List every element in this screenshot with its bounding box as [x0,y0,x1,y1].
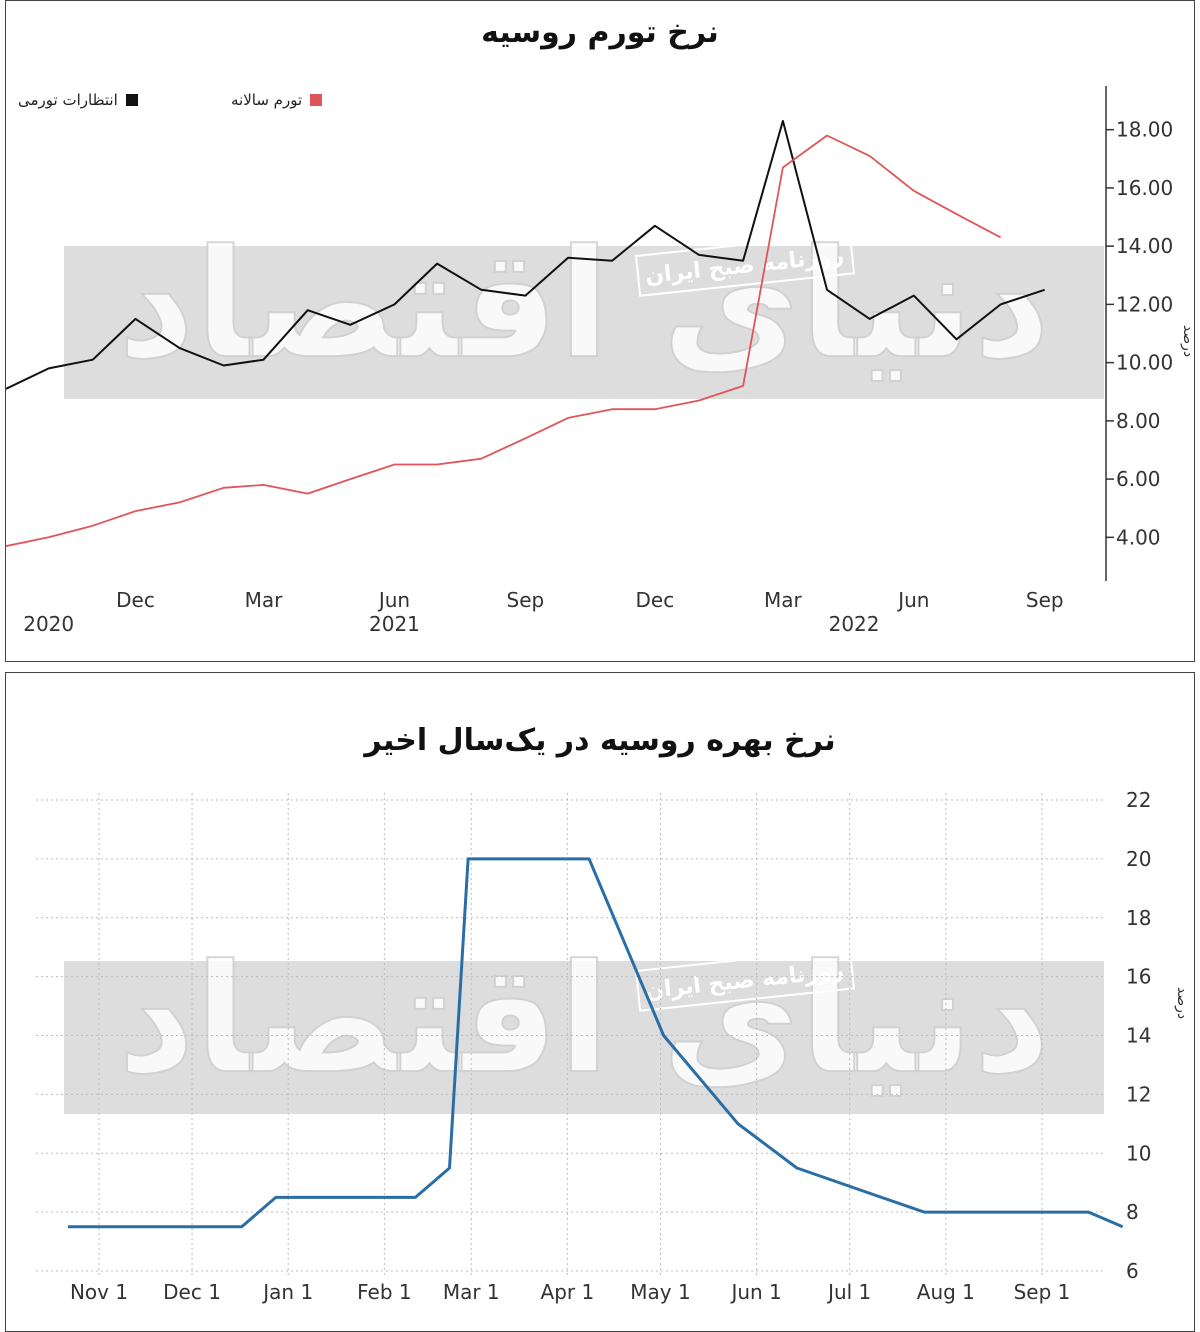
y-tick-label: 8.00 [1116,409,1161,433]
series-line-interest-rate [68,857,1124,1229]
x-tick-label: Sep 1 [1014,1280,1071,1304]
legend-label-annual-inflation: تورم سالانه [231,91,303,109]
y-tick-label: 4.00 [1116,525,1161,549]
y-tick-label: 14.00 [1116,234,1173,258]
y-tick-label: 10.00 [1116,351,1173,375]
y-tick-label: 22 [1126,788,1151,812]
interest-rate-chart-title: نرخ بهره روسیه در یک‌سال اخیر [364,723,836,758]
inflation-chart-title: نرخ تورم روسیه [481,15,719,50]
x-tick-label: Aug 1 [917,1280,975,1304]
x-tick-label: Sep [1026,588,1064,612]
x-tick-label: Apr 1 [541,1280,595,1304]
y-tick-label: 12 [1126,1082,1151,1106]
legend-item-expectations: انتظارات تورمی [18,91,138,109]
watermark-tagline-box [634,947,856,1012]
legend-swatch-annual-inflation [310,94,323,106]
x-year-label: 2020 [23,612,74,636]
inflation-chart-panel: دنیای اقتصاد روزنامه صبح ایران 4.00 6.00 8.0… [5,0,1195,662]
series-line-annual-inflation [6,134,1002,547]
watermark-brand: دنیای اقتصاد [118,933,1051,1107]
y-tick-label: 6.00 [1116,467,1161,491]
y-axis-title: درصد [1180,325,1195,357]
y-tick-label: 14 [1126,1024,1151,1048]
y-tick-label: 10 [1126,1141,1151,1165]
y-tick-label: 20 [1126,847,1151,871]
x-tick-label: Jun [377,588,410,612]
watermark-brand: دنیای اقتصاد [118,218,1051,392]
x-tick-label: Dec [116,588,155,612]
x-tick-label: Feb 1 [357,1280,412,1304]
y-tick-label: 16 [1126,965,1151,989]
y-tick-label: 12.00 [1116,292,1173,316]
y-tick-label: 18 [1126,906,1151,930]
x-tick-label: Sep [507,588,545,612]
y-tick-label: 6 [1126,1259,1139,1283]
x-year-label: 2022 [829,612,880,636]
x-year-label: 2021 [369,612,420,636]
x-tick-label: Jun 1 [729,1280,781,1304]
x-tick-label: Dec 1 [163,1280,221,1304]
x-tick-label: May 1 [630,1280,690,1304]
x-tick-label: Mar [764,588,803,612]
interest-rate-chart-panel: دنیای اقتصاد روزنامه صبح ایران 6 8 10 12 14 16 1… [5,672,1195,1332]
watermark-band [64,961,1104,1114]
x-tick-label: Jan 1 [261,1280,313,1304]
watermark-band [64,246,1104,399]
watermark-tagline-box [634,232,856,297]
legend-item-annual-inflation: تورم سالانه [231,91,323,109]
series-line-expectations [6,119,1046,390]
y-tick-label: 16.00 [1116,176,1173,200]
y-axis-title: درصد [1174,987,1190,1019]
x-tick-label: Mar [245,588,284,612]
x-tick-label: Dec [636,588,675,612]
x-tick-label: Jul 1 [826,1280,871,1304]
legend-label-expectations: انتظارات تورمی [18,91,118,109]
legend-swatch-expectations [125,94,138,106]
y-tick-label: 8 [1126,1200,1139,1224]
x-tick-label: Mar 1 [443,1280,500,1304]
x-tick-label: Jun [896,588,929,612]
y-tick-label: 18.00 [1116,118,1173,142]
x-tick-label: Nov 1 [70,1280,128,1304]
